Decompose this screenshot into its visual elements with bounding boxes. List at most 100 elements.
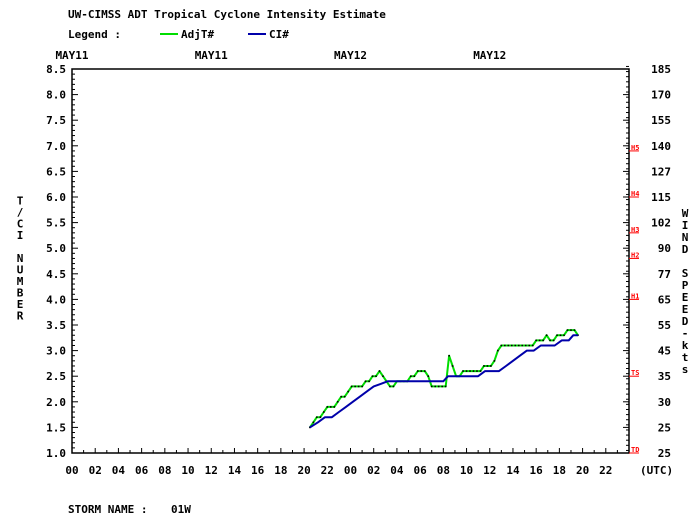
adjt-point [465,370,468,372]
legend-entry-ci: CI# [269,28,289,41]
right-tick-label: 55 [658,319,671,332]
left-axis: 1.0 1.5 2.0 2.5 3.0 3.5 4.0 4.5 5.0 5.5 6.0 6.5 7.0 7… [46,63,78,460]
x-tick-label: 22 [321,464,334,477]
adjt-point [524,344,527,347]
adjt-point [566,329,569,331]
adjt-point [493,360,496,362]
adjt-point [392,385,395,388]
adjt-point [326,406,329,408]
adjt-point [573,329,576,331]
adjt-point [563,334,565,337]
adjt-point [427,375,430,377]
right-tick-label: 30 [658,396,671,409]
x-tick-label: 12 [205,464,218,477]
x-tick-label: 18 [553,464,566,477]
right-tick-label: 25 [658,421,671,434]
left-tick-label: 5.5 [46,217,66,230]
left-tick-label: 6.0 [46,191,66,204]
adjt-point [319,416,322,418]
right-tick-label: 45 [658,345,671,358]
x-tick-label: 10 [460,464,473,477]
adjt-point [329,406,332,408]
date-labels: MAY11 MAY11 MAY12 MAY12 [55,49,506,62]
adjt-point [535,339,537,342]
adjt-point [350,385,353,388]
adjt-point [430,385,433,388]
category-marker-label: TS [631,369,639,377]
left-tick-label: 4.0 [46,293,66,306]
adjt-point [423,370,426,372]
x-tick-label: 16 [251,464,265,477]
adjt-point [347,390,349,393]
adjt-point [343,395,346,398]
right-tick-label: 35 [658,370,671,383]
adjt-point [538,339,541,342]
right-tick-label: 170 [651,89,671,102]
adjt-point [382,375,384,377]
right-tick-label: 140 [651,140,671,153]
adjt-point [309,426,311,429]
adjt-point [556,334,558,337]
x-tick-label: 22 [599,464,612,477]
left-tick-label: 7.5 [46,114,66,127]
adjt-point [361,385,363,388]
x-tick-label: 04 [390,464,404,477]
adjt-point [410,375,412,377]
adjt-point [514,344,517,347]
right-tick-label: 102 [651,217,671,230]
adjt-point [333,406,336,408]
category-marker-label: H3 [631,226,639,234]
adjt-point [437,385,440,388]
right-axis: 25 25 30 35 45 55 65 77 90 102 115 127 140 155 170 185 [623,63,671,460]
left-tick-label: 4.5 [46,268,66,281]
adjt-point [497,349,499,352]
adjt-point [451,365,454,367]
storm-name-label: STORM NAME : [68,503,147,516]
x-tick-label: 00 [65,464,78,477]
x-tick-label: 14 [506,464,520,477]
adjt-point [517,344,520,347]
x-axis: 00 02 04 06 08 10 12 14 16 18 20 22 00 02 04 06 08 10 12 14… [65,448,618,477]
date-label: MAY11 [55,49,88,62]
adjt-point [510,344,513,347]
adjt-point [483,365,485,367]
adjt-point [340,395,343,398]
adjt-point [570,329,572,331]
date-label: MAY11 [195,49,228,62]
left-tick-label: 1.5 [46,421,66,434]
plot-frame [71,68,630,454]
adjt-point [417,370,419,372]
adjt-point [559,334,562,337]
chart-title: UW-CIMSS ADT Tropical Cyclone Intensity … [68,8,386,21]
x-tick-label: 14 [228,464,242,477]
right-tick-label: 65 [658,293,671,306]
category-marker-label: TD [631,446,639,454]
x-tick-label: 06 [414,464,428,477]
category-marker-label: H2 [631,251,639,259]
right-tick-label: 90 [658,242,671,255]
x-tick-label: 06 [135,464,149,477]
adjt-point [490,365,492,367]
storm-name: STORM NAME : 01W [68,503,191,516]
x-tick-label: 04 [112,464,126,477]
legend-entry-adjt: AdjT# [181,28,214,41]
adjt-point [434,385,437,388]
adjt-point [316,416,318,418]
adjt-point [354,385,356,388]
adjt-point [521,344,524,347]
left-tick-label: 3.5 [46,319,66,332]
x-tick-label: 02 [367,464,380,477]
adjt-point [323,411,325,413]
adjt-point [486,365,489,367]
x-tick-label: 00 [344,464,357,477]
right-tick-label: 155 [651,114,671,127]
adjt-point [368,380,370,383]
date-label: MAY12 [334,49,367,62]
adjt-point [472,370,475,372]
legend: Legend : AdjT# CI# [68,28,289,41]
right-tick-label: 77 [658,268,671,281]
x-tick-label: 12 [483,464,496,477]
category-markers: TD TS H1 H2 H3 H4 H5 [629,144,639,454]
adjt-point [504,344,506,347]
